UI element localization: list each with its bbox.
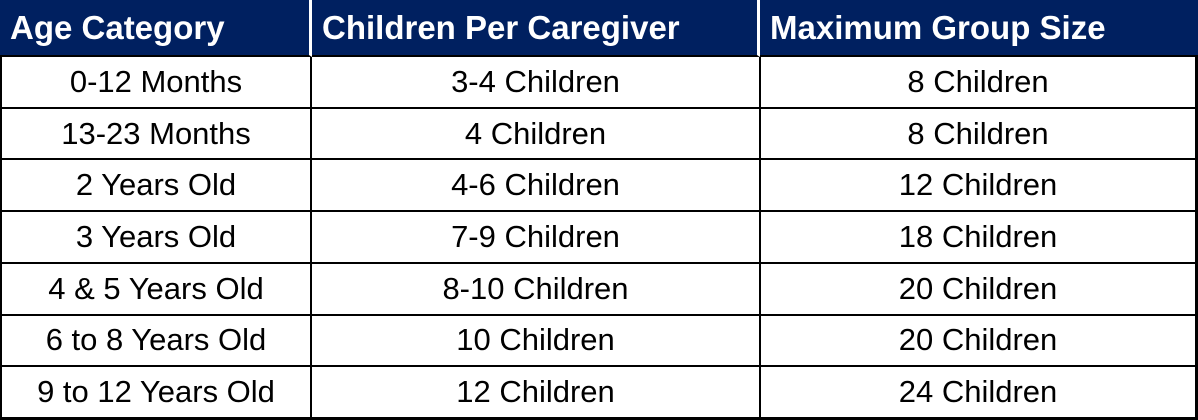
cell-max-group-size: 24 Children [898,374,1058,410]
table-row: 3 Years Old 7-9 Children 18 Children [2,212,1195,264]
cell-age-category: 4 & 5 Years Old [2,263,312,314]
cell-children-ratio: 3-4 Children [312,57,761,107]
cell-max-group-size: 8 Children [907,63,1049,99]
table-row: 0-12 Months 3-4 Children 8 Children [2,57,1195,109]
cell-age-category: 6 to 8 Years Old [2,315,312,366]
cell-children-ratio: 12 Children [312,367,761,418]
table-body: 0-12 Months 3-4 Children 8 Children 13-2… [0,57,1198,420]
table-header-row: Age Category Children Per Caregiver Maxi… [0,0,1198,57]
cell-children-ratio: 10 Children [312,315,761,366]
cell-max-group-size: 18 Children [898,219,1058,255]
table-row: 9 to 12 Years Old 12 Children 24 Childre… [2,367,1195,418]
table-row: 4 & 5 Years Old 8-10 Children 20 Childre… [2,263,1195,316]
cell-children-ratio: 4-6 Children [312,160,761,211]
table-row: 13-23 Months 4 Children 8 Children [2,108,1195,161]
column-header-maximum-group-size: Maximum Group Size [760,0,1198,57]
cell-age-category: 3 Years Old [2,212,312,262]
column-header-children-per-caregiver: Children Per Caregiver [312,0,760,57]
column-header-age-category: Age Category [0,0,312,57]
cell-max-group-size: 20 Children [898,270,1058,306]
cell-age-category: 13-23 Months [2,108,312,159]
cell-children-ratio: 4 Children [312,108,761,159]
cell-children-ratio: 7-9 Children [312,212,761,262]
cell-max-group-size: 8 Children [907,115,1049,151]
cell-max-group-size: 20 Children [898,322,1058,358]
table-row: 6 to 8 Years Old 10 Children 20 Children [2,315,1195,368]
cell-age-category: 2 Years Old [2,160,312,211]
cell-age-category: 9 to 12 Years Old [2,367,312,418]
table-row: 2 Years Old 4-6 Children 12 Children [2,160,1195,213]
cell-age-category: 0-12 Months [2,57,312,107]
cell-children-ratio: 8-10 Children [312,263,761,314]
cell-max-group-size: 12 Children [898,167,1058,203]
